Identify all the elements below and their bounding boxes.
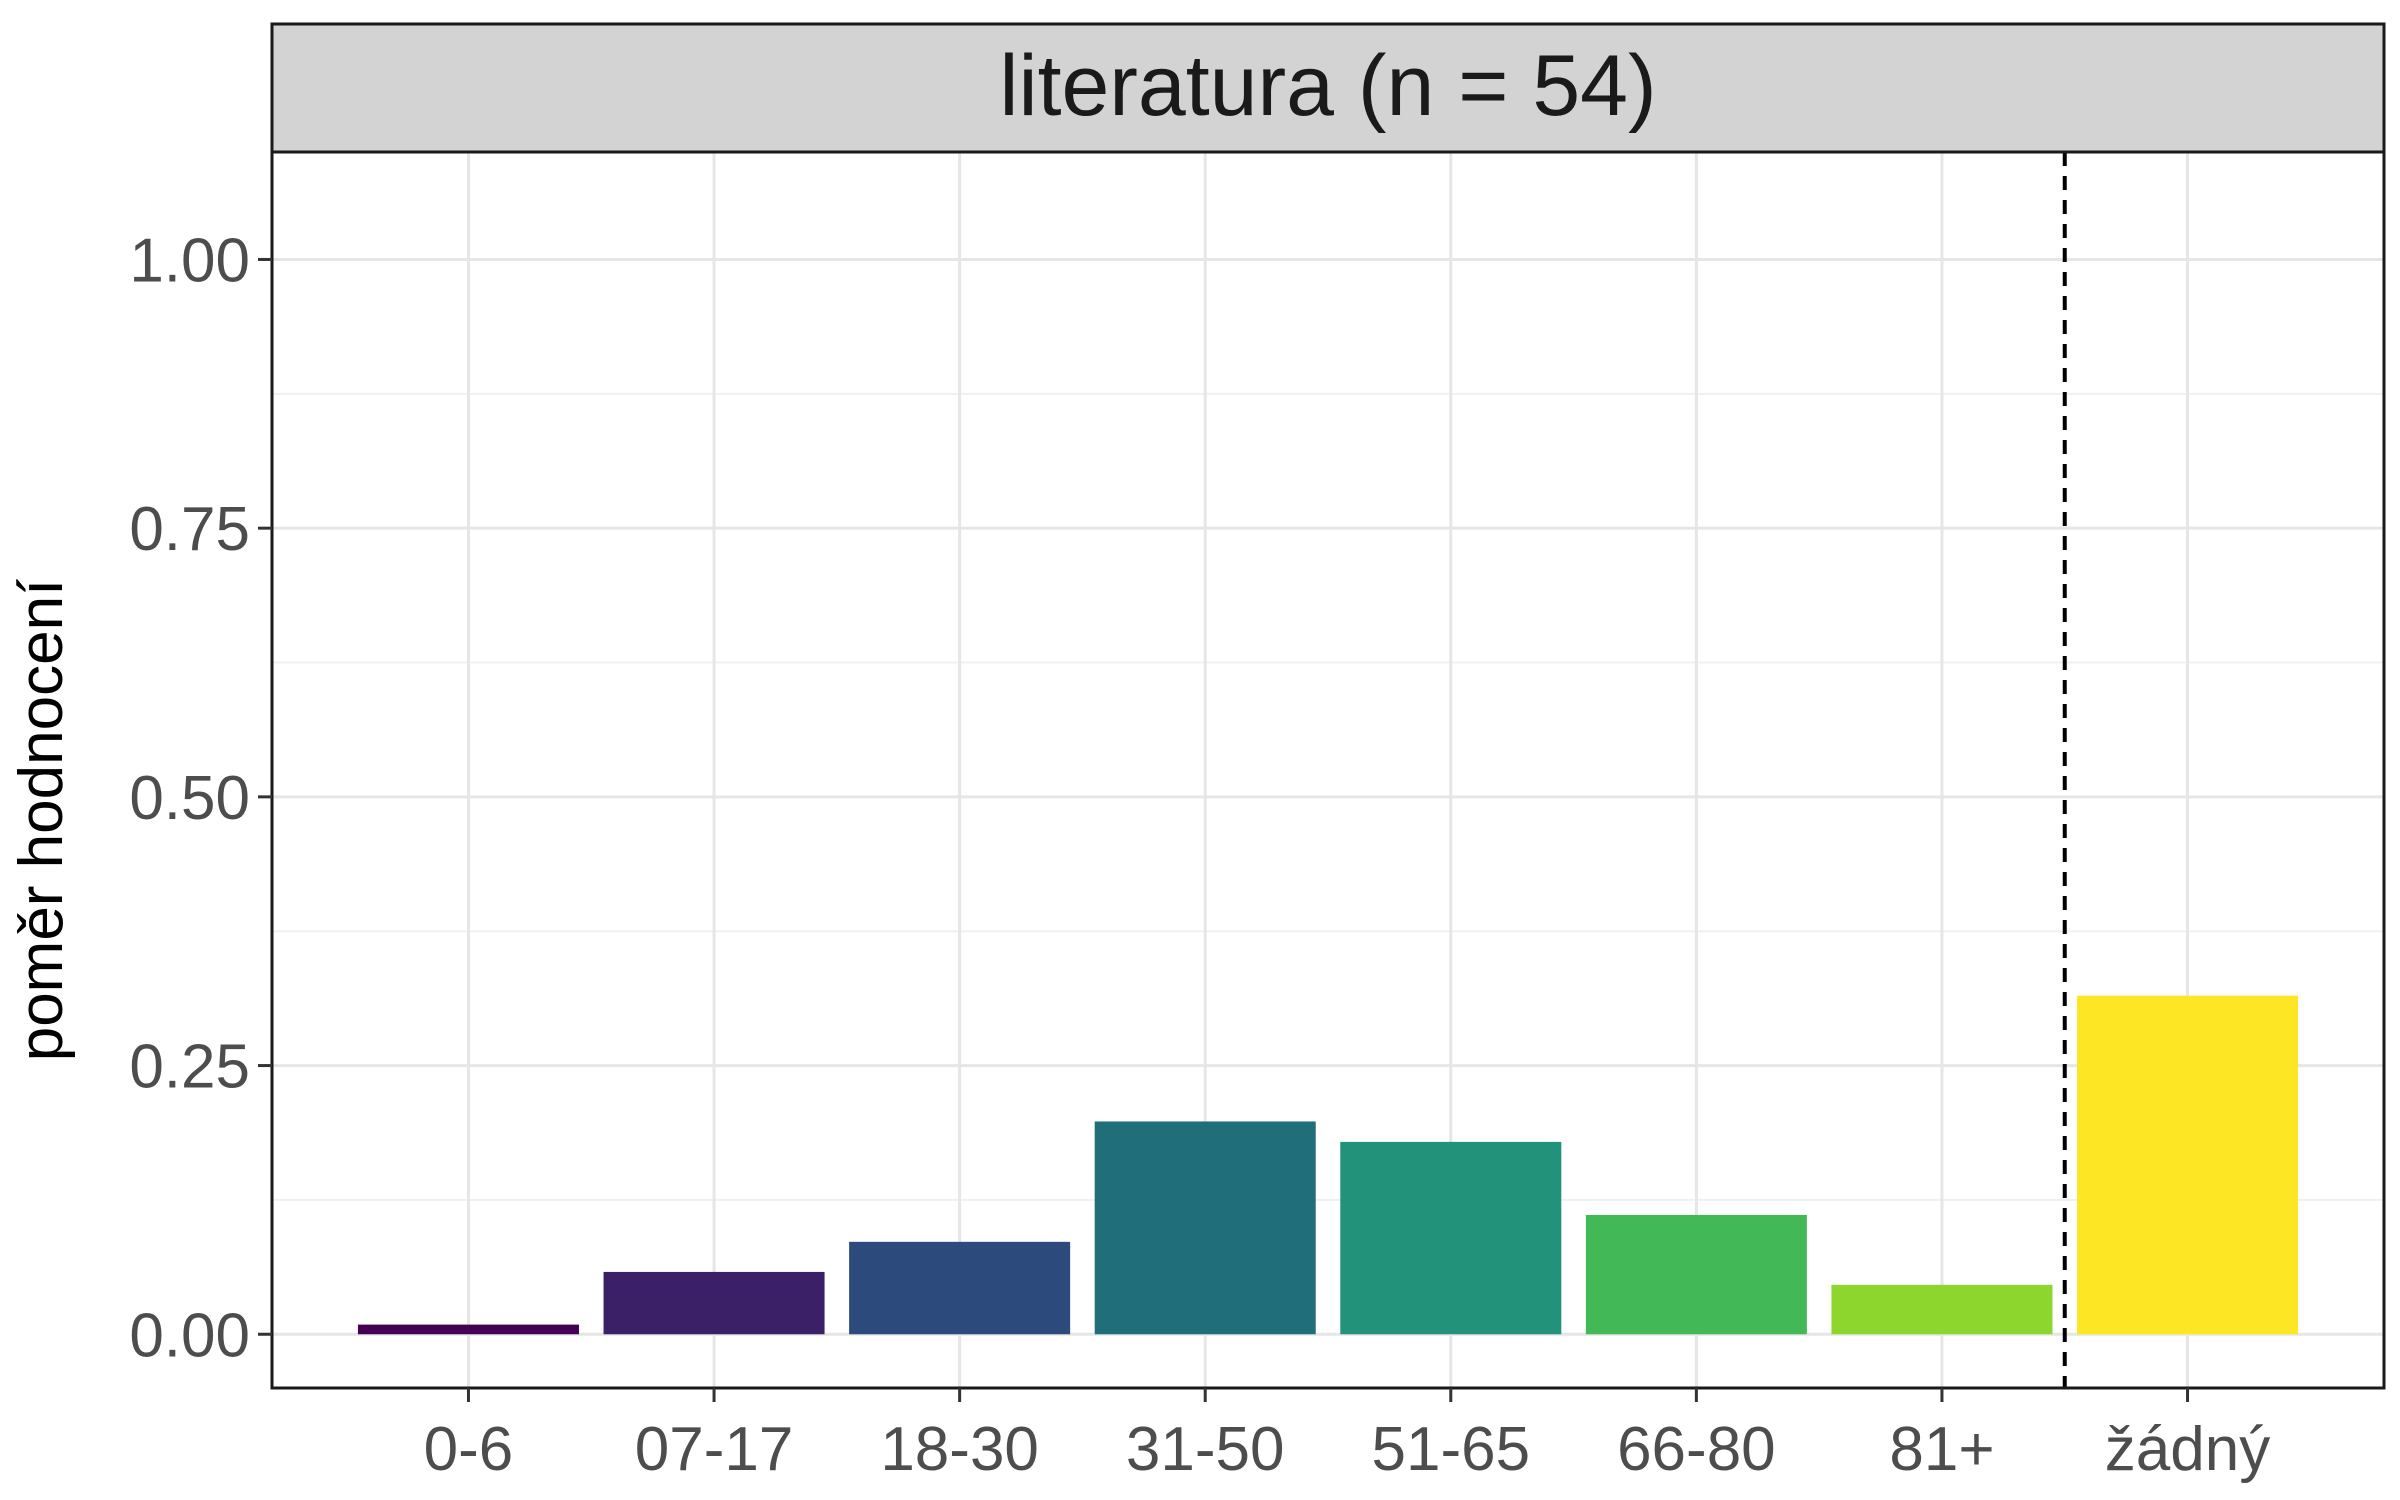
- bar-0-6: [357, 1324, 579, 1335]
- grid-layer: [272, 152, 2384, 1388]
- y-tick-label: 1.00: [129, 226, 250, 295]
- axis-layer: 0.00 0.25 0.50 0.75 1.00 0-6 07-17 18-30 31-50 51…: [129, 226, 2270, 1484]
- bar-18-30: [849, 1241, 1071, 1335]
- bar-51-65: [1340, 1141, 1562, 1335]
- x-tick-label: žádný: [2105, 1415, 2270, 1484]
- x-tick-label: 51-65: [1372, 1415, 1531, 1484]
- facet-strip: [270, 22, 2386, 154]
- x-tick-label: 07-17: [635, 1415, 794, 1484]
- y-tick-label: 0.00: [129, 1301, 250, 1370]
- x-tick-label: 66-80: [1617, 1415, 1776, 1484]
- x-tick-label: 31-50: [1126, 1415, 1285, 1484]
- bar-81+: [1831, 1284, 2053, 1335]
- y-axis-title: poměr hodnocení: [7, 579, 76, 1062]
- y-tick-label: 0.25: [129, 1033, 250, 1102]
- y-tick-label: 0.75: [129, 495, 250, 564]
- bar-žádný: [2077, 995, 2299, 1335]
- y-tick-label: 0.50: [129, 764, 250, 833]
- x-tick-label: 81+: [1889, 1415, 1994, 1484]
- bar-07-17: [603, 1271, 825, 1335]
- panel-border: [270, 150, 2386, 1390]
- x-tick-label: 18-30: [880, 1415, 1039, 1484]
- bar-31-50: [1094, 1121, 1316, 1335]
- bars-layer: [357, 995, 2299, 1335]
- facet-title: literatura (n = 54): [999, 38, 1656, 134]
- bar-66-80: [1585, 1214, 1807, 1335]
- x-tick-label: 0-6: [424, 1415, 514, 1484]
